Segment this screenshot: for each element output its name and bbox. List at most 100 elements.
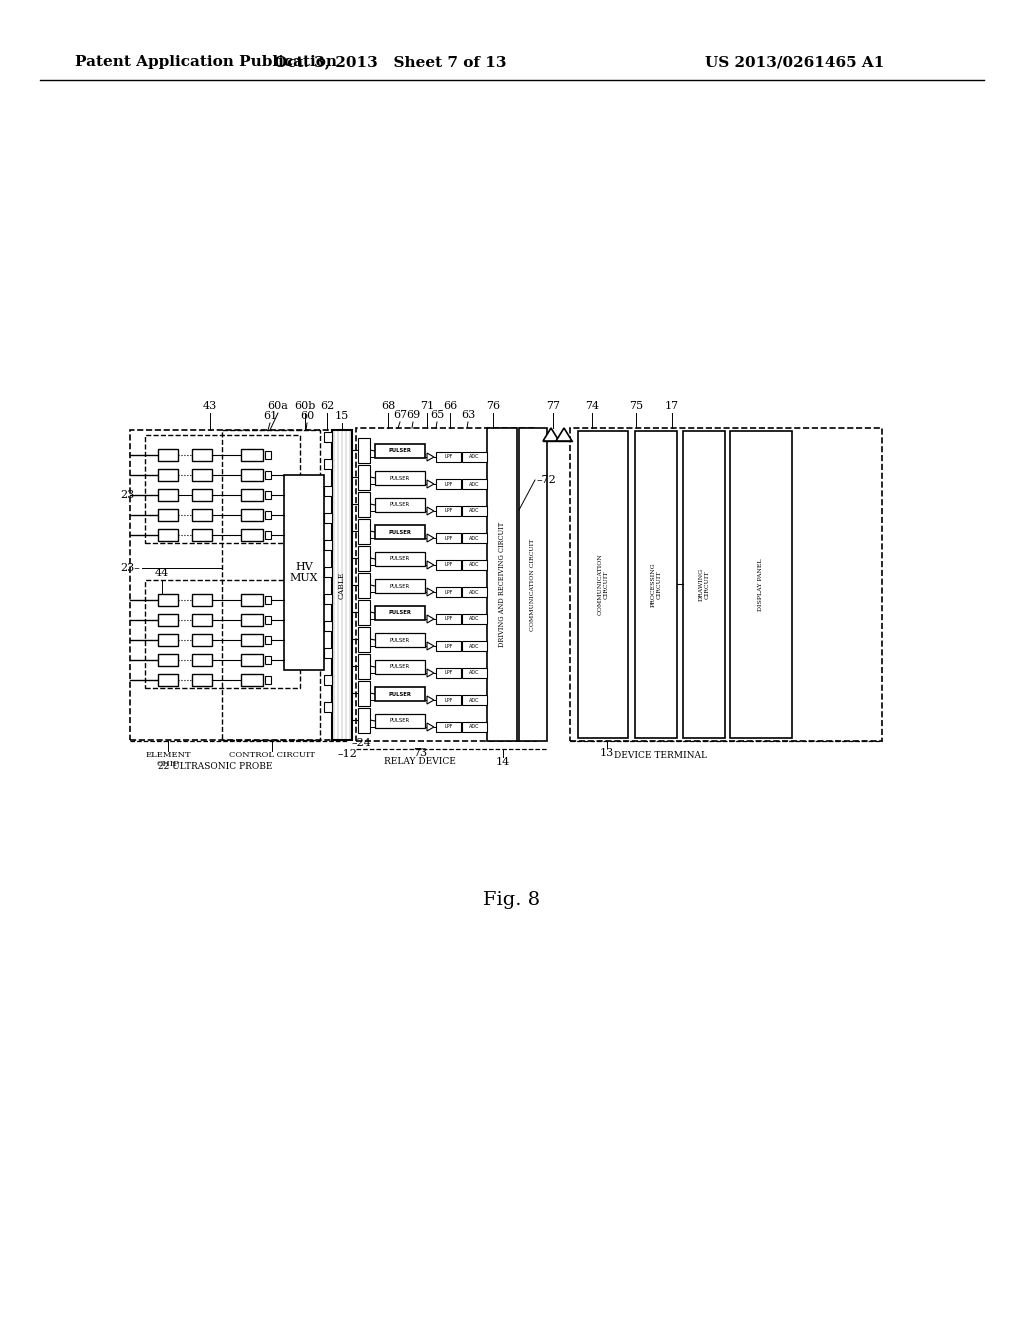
Bar — [358, 708, 370, 733]
Text: 69: 69 — [406, 411, 420, 420]
Bar — [578, 432, 628, 738]
Text: 63: 63 — [461, 411, 475, 420]
Bar — [436, 614, 461, 624]
Bar — [462, 533, 487, 543]
Bar — [324, 432, 332, 442]
Text: ADC: ADC — [469, 671, 480, 676]
Bar — [324, 675, 332, 685]
Bar — [358, 627, 370, 652]
Polygon shape — [427, 723, 434, 731]
Text: 61: 61 — [263, 411, 278, 421]
Text: ADC: ADC — [469, 644, 480, 648]
Bar — [375, 634, 425, 647]
Polygon shape — [427, 587, 434, 597]
Bar — [241, 675, 263, 686]
Bar — [265, 597, 271, 605]
Text: LPF: LPF — [444, 590, 453, 594]
Bar — [436, 506, 461, 516]
Text: RELAY DEVICE: RELAY DEVICE — [384, 756, 456, 766]
Bar — [375, 444, 425, 458]
Text: ADC: ADC — [469, 508, 480, 513]
Bar — [324, 540, 332, 550]
Bar — [730, 432, 792, 738]
Bar — [241, 488, 263, 502]
Polygon shape — [427, 561, 434, 569]
Bar — [241, 449, 263, 461]
Bar — [375, 552, 425, 566]
Text: CABLE: CABLE — [338, 572, 346, 599]
Bar — [375, 686, 425, 701]
Text: 44: 44 — [155, 568, 169, 578]
Text: PULSER: PULSER — [390, 718, 410, 723]
Text: Fig. 8: Fig. 8 — [483, 891, 541, 909]
Text: ADC: ADC — [469, 482, 480, 487]
Text: 14: 14 — [496, 756, 510, 767]
Bar — [193, 634, 212, 645]
Text: 60b: 60b — [294, 401, 315, 411]
Bar — [324, 702, 332, 711]
Bar — [241, 510, 263, 521]
Polygon shape — [427, 642, 434, 649]
Bar — [332, 430, 352, 741]
Text: PULSER: PULSER — [390, 583, 410, 589]
Text: LPF: LPF — [444, 536, 453, 540]
Bar — [241, 469, 263, 480]
Polygon shape — [543, 428, 559, 441]
Bar — [324, 648, 332, 657]
Text: 60: 60 — [300, 411, 314, 421]
Bar — [436, 722, 461, 733]
Bar — [324, 568, 332, 577]
Bar — [193, 594, 212, 606]
Text: LPF: LPF — [444, 508, 453, 513]
Text: ADC: ADC — [469, 725, 480, 730]
Bar — [158, 488, 178, 502]
Bar — [436, 533, 461, 543]
Bar — [158, 675, 178, 686]
Polygon shape — [427, 615, 434, 623]
Bar — [436, 479, 461, 488]
Bar — [356, 428, 536, 741]
Text: 77: 77 — [546, 401, 560, 411]
Bar — [158, 634, 178, 645]
Text: 66: 66 — [442, 401, 457, 411]
Text: –72: –72 — [537, 475, 557, 484]
Bar — [462, 560, 487, 570]
Text: DEVICE TERMINAL: DEVICE TERMINAL — [613, 751, 707, 760]
Text: LPF: LPF — [444, 562, 453, 568]
Bar — [241, 594, 263, 606]
Text: 15: 15 — [335, 411, 349, 421]
Bar — [324, 620, 332, 631]
Bar — [462, 587, 487, 597]
Text: ADC: ADC — [469, 697, 480, 702]
Bar — [193, 510, 212, 521]
Bar — [130, 430, 335, 741]
Bar — [158, 510, 178, 521]
Text: COMMUNICATION
CIRCUIT: COMMUNICATION CIRCUIT — [598, 553, 608, 615]
Polygon shape — [427, 507, 434, 515]
Bar — [375, 471, 425, 484]
Bar — [265, 531, 271, 539]
Bar — [324, 594, 332, 605]
Text: PULSER: PULSER — [390, 557, 410, 561]
Bar — [265, 471, 271, 479]
Text: ADC: ADC — [469, 562, 480, 568]
Text: PULSER: PULSER — [388, 610, 412, 615]
Text: 62: 62 — [319, 401, 334, 411]
Bar — [193, 449, 212, 461]
Bar — [193, 488, 212, 502]
Text: –12: –12 — [338, 748, 357, 759]
Polygon shape — [427, 453, 434, 461]
Text: LPF: LPF — [444, 454, 453, 459]
Bar — [241, 634, 263, 645]
Text: COMMUNICATION CIRCUIT: COMMUNICATION CIRCUIT — [530, 539, 536, 631]
Text: US 2013/0261465 A1: US 2013/0261465 A1 — [706, 55, 885, 69]
Bar — [570, 428, 882, 741]
Bar — [193, 675, 212, 686]
Bar — [462, 506, 487, 516]
Bar — [462, 668, 487, 678]
Bar — [241, 529, 263, 541]
Text: 13: 13 — [600, 748, 614, 758]
Bar — [158, 653, 178, 667]
Polygon shape — [427, 696, 434, 704]
Text: 60a: 60a — [267, 401, 289, 411]
